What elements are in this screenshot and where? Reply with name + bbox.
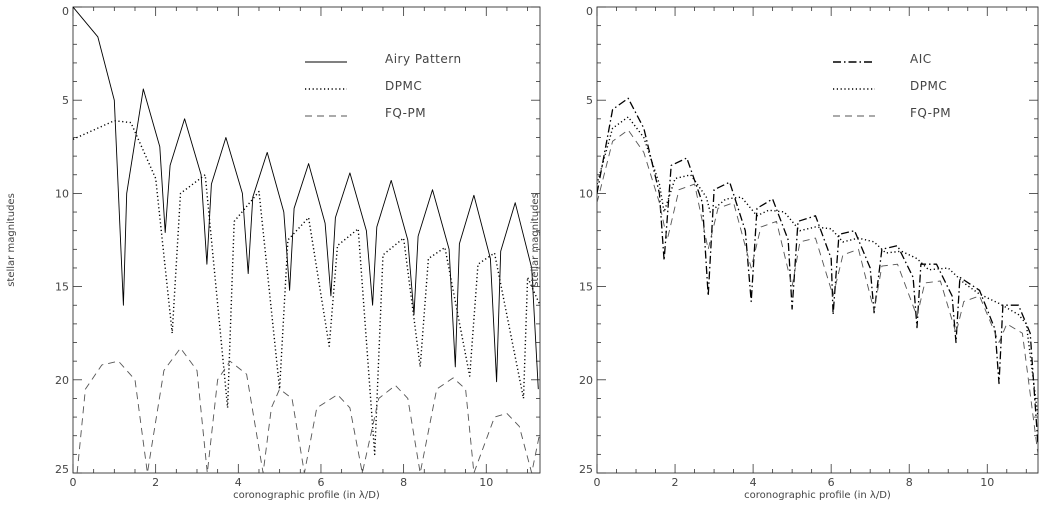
x-tick-label: 0 [70,476,77,489]
y-tick-label: 0 [586,5,593,18]
y-tick-label: 20 [55,374,69,387]
x-tick-label: 10 [479,476,493,489]
x-tick-label: 8 [906,476,913,489]
legend-label: Airy Pattern [385,52,462,66]
y-axis-label: stellar magnitudes [530,193,541,287]
legend-label: DPMC [385,79,422,93]
series-line-fq-pm [76,347,540,473]
y-tick-label: 15 [579,281,593,294]
y-tick-label: 10 [579,187,593,200]
legend-label: DPMC [910,79,947,93]
x-tick-label: 10 [980,476,994,489]
plot-frame-1 [72,6,541,474]
x-axis-label: coronographic profile (in λ/D) [744,490,891,501]
plot-frame-2 [596,6,1039,474]
y-tick-label: 5 [62,94,69,107]
series-line-aic [597,97,1038,446]
y-tick-label: 0 [62,5,69,18]
y-tick-label: 25 [579,463,593,476]
y-tick-label: 20 [579,374,593,387]
x-tick-label: 6 [317,476,324,489]
y-tick-label: 15 [55,281,69,294]
x-tick-label: 4 [750,476,757,489]
series-line-airy-pattern [73,7,539,390]
y-tick-label: 5 [586,94,593,107]
x-tick-label: 2 [152,476,159,489]
legend-label: FQ-PM [385,106,426,120]
x-tick-label: 6 [828,476,835,489]
y-tick-label: 10 [55,187,69,200]
legend-label: AIC [910,52,932,66]
series-line-dpmc [73,120,540,456]
legend-label: FQ-PM [910,106,951,120]
y-tick-label: 25 [55,463,69,476]
series-line-dpmc [597,116,1038,418]
y-axis-label: stellar magnitudes [6,193,17,287]
x-tick-label: 2 [672,476,679,489]
x-tick-label: 8 [400,476,407,489]
x-axis-label: coronographic profile (in λ/D) [233,490,380,501]
series-line-fq-pm [597,129,1038,455]
x-tick-label: 4 [235,476,242,489]
x-tick-label: 0 [594,476,601,489]
